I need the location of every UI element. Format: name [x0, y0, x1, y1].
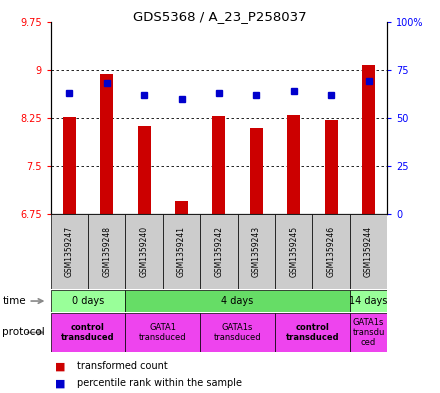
Bar [138, 126, 150, 214]
Bar [175, 201, 188, 214]
Text: GDS5368 / A_23_P258037: GDS5368 / A_23_P258037 [133, 10, 307, 23]
Text: GSM1359241: GSM1359241 [177, 226, 186, 277]
Bar [125, 290, 350, 312]
Text: protocol: protocol [2, 327, 45, 338]
Bar [51, 214, 88, 289]
Text: GSM1359246: GSM1359246 [326, 226, 336, 277]
Bar [287, 115, 300, 214]
Bar [250, 128, 263, 214]
Bar [350, 214, 387, 289]
Bar [88, 214, 125, 289]
Text: control
transduced: control transduced [286, 323, 339, 342]
Bar [200, 313, 275, 352]
Text: ■: ■ [55, 378, 66, 388]
Bar [51, 290, 125, 312]
Bar [200, 214, 238, 289]
Bar [100, 74, 113, 214]
Text: GSM1359245: GSM1359245 [289, 226, 298, 277]
Text: GSM1359243: GSM1359243 [252, 226, 261, 277]
Text: 0 days: 0 days [72, 296, 104, 306]
Bar [350, 313, 387, 352]
Bar [312, 214, 350, 289]
Bar [213, 116, 225, 214]
Bar [275, 214, 312, 289]
Text: GATA1s
transdu
ced: GATA1s transdu ced [352, 318, 385, 347]
Text: GSM1359247: GSM1359247 [65, 226, 74, 277]
Bar [125, 214, 163, 289]
Text: GSM1359242: GSM1359242 [214, 226, 224, 277]
Text: 4 days: 4 days [221, 296, 254, 306]
Bar [163, 214, 200, 289]
Text: ■: ■ [55, 361, 66, 371]
Text: GATA1
transduced: GATA1 transduced [139, 323, 187, 342]
Text: 14 days: 14 days [349, 296, 388, 306]
Text: GSM1359248: GSM1359248 [102, 226, 111, 277]
Text: control
transduced: control transduced [61, 323, 115, 342]
Text: time: time [2, 296, 26, 306]
Bar [51, 313, 125, 352]
Bar [125, 313, 200, 352]
Bar [325, 120, 337, 214]
Text: transformed count: transformed count [77, 361, 168, 371]
Text: GSM1359240: GSM1359240 [139, 226, 149, 277]
Text: GATA1s
transduced: GATA1s transduced [214, 323, 261, 342]
Bar [362, 64, 375, 214]
Bar [238, 214, 275, 289]
Text: percentile rank within the sample: percentile rank within the sample [77, 378, 242, 388]
Bar [63, 117, 76, 214]
Text: GSM1359244: GSM1359244 [364, 226, 373, 277]
Bar [275, 313, 350, 352]
Bar [350, 290, 387, 312]
